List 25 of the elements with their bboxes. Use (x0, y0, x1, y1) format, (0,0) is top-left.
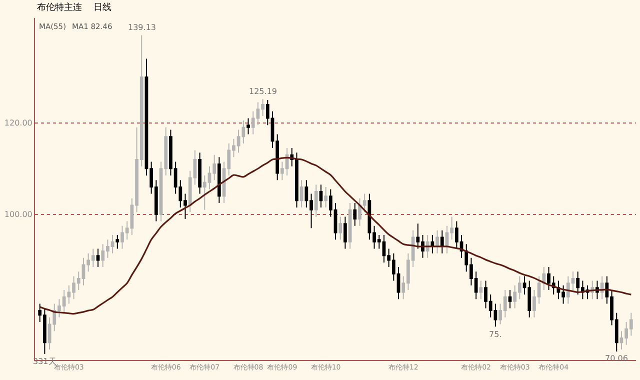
chart-title: 布伦特主连 日线 (37, 3, 112, 13)
candlestick (479, 280, 483, 300)
candlestick (246, 118, 250, 135)
candlestick (96, 248, 100, 268)
candlestick (324, 186, 328, 208)
candlestick (353, 202, 357, 226)
candlestick (440, 230, 444, 254)
y-tick-label: 100.00 (4, 210, 32, 220)
annotation: 75. (489, 330, 502, 339)
candlestick (338, 216, 342, 240)
y-tick-label: 120.00 (4, 118, 32, 128)
candlestick (436, 230, 439, 254)
candlestick (116, 234, 120, 250)
candlestick (217, 156, 221, 204)
candlestick (508, 289, 512, 309)
candlestick (348, 202, 352, 250)
line-series (39, 156, 632, 315)
candlestick (430, 234, 434, 254)
annotation: 139.13 (128, 23, 156, 32)
candlestick (314, 184, 318, 218)
candlestick (198, 152, 202, 194)
candlestick (300, 180, 304, 208)
candlestick (319, 184, 323, 208)
annotation: 125.19 (249, 87, 277, 96)
candlestick (344, 216, 347, 250)
